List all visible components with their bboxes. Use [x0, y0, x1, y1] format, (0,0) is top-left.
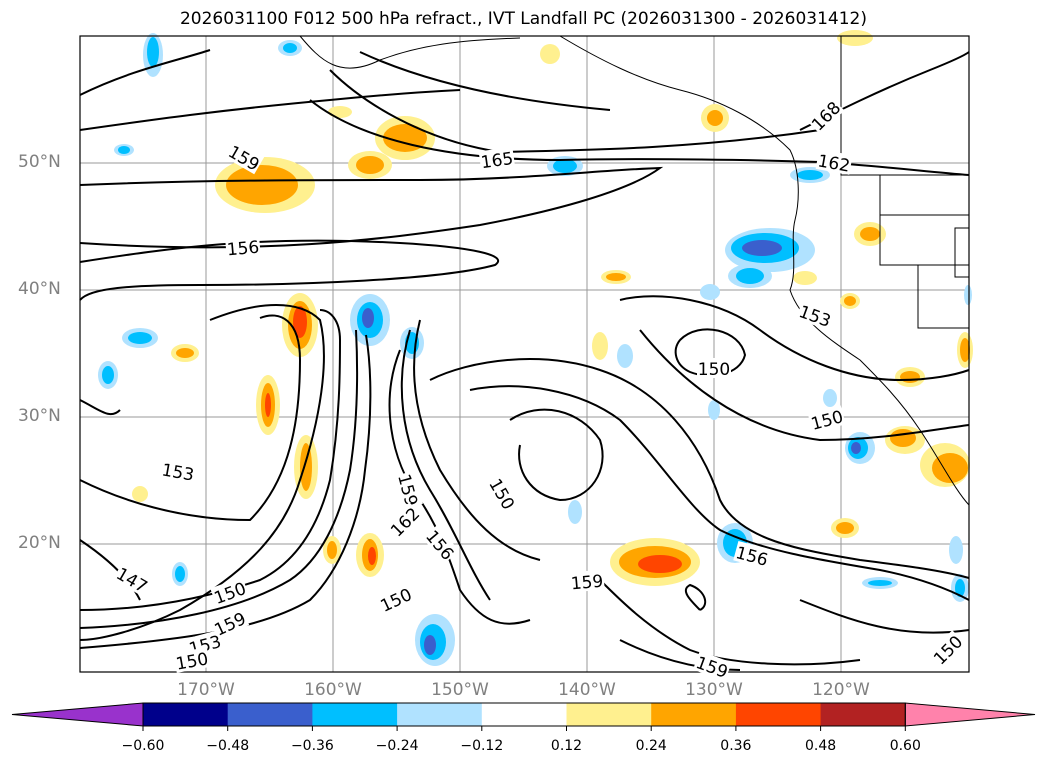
contour-label-bg — [815, 149, 853, 175]
colorbar-extend-low — [11, 702, 144, 727]
contour-label-bg — [225, 235, 261, 259]
contour-label-bg — [209, 606, 250, 640]
contour-label-bg — [385, 502, 424, 541]
colorbar-tick-label: −0.48 — [206, 738, 250, 754]
colorbar-segment — [820, 703, 906, 726]
contour-label-bg — [806, 96, 845, 135]
colorbar-segment — [566, 703, 652, 726]
map-title: 2026031100 F012 500 hPa refract., IVT La… — [179, 9, 867, 29]
lat-label-20n: 20°N — [18, 533, 61, 553]
colorbar-segment — [143, 703, 229, 726]
contour-label-bg — [692, 650, 732, 682]
lon-label-120w: 120°W — [812, 680, 870, 700]
contour-label-bg — [485, 473, 521, 514]
colorbar-segment — [651, 703, 737, 726]
lat-label-40n: 40°N — [18, 279, 61, 299]
contour-label-bg — [733, 540, 772, 570]
colorbar-tick-label: 0.60 — [889, 738, 921, 754]
lon-label-150w: 150°W — [431, 680, 489, 700]
colorbar-segment — [227, 703, 313, 726]
colorbar-tick-label: 0.36 — [720, 738, 752, 754]
colorbar-outline — [142, 702, 906, 727]
ivt-shading — [98, 30, 973, 666]
colorbar-tick-label: −0.36 — [290, 738, 334, 754]
lon-label-130w: 130°W — [685, 680, 743, 700]
colorbar-segment — [312, 703, 398, 726]
contour-label-bg — [478, 146, 516, 172]
contour-label-bg — [807, 404, 846, 434]
lon-label-160w: 160°W — [304, 680, 362, 700]
map-frame — [79, 35, 970, 673]
contour-label-bg — [210, 576, 250, 608]
lon-label-140w: 140°W — [558, 680, 616, 700]
coastlines — [299, 35, 970, 506]
contour-label: 156 — [226, 238, 260, 261]
contour-label-bg — [173, 647, 211, 673]
contour-label-bg — [795, 299, 835, 331]
colorbar-tick-label: −0.12 — [460, 738, 504, 754]
map-background — [80, 36, 969, 672]
colorbar-extend-high — [904, 702, 1036, 727]
colorbar-tick-label: 0.24 — [635, 738, 667, 754]
contour-label: 165 — [480, 149, 515, 173]
contour-label-bg — [569, 569, 605, 593]
contour-label-bg — [224, 139, 265, 175]
colorbar-tick-label: −0.60 — [121, 738, 165, 754]
colorbar-tick-label: 0.12 — [550, 738, 583, 754]
contour-label: 150 — [698, 360, 730, 380]
contour-label-bg — [928, 630, 967, 669]
contour-label-bg — [112, 561, 153, 597]
contour-label-bg — [159, 458, 197, 484]
colorbar-segment — [481, 703, 567, 726]
colorbar-segment — [397, 703, 483, 726]
colorbar-segment — [735, 703, 822, 726]
lat-label-30n: 30°N — [18, 406, 61, 426]
lat-label-50n: 50°N — [18, 152, 61, 172]
contour-label: 159 — [570, 572, 604, 595]
contour-label-bg — [422, 524, 460, 564]
refractivity-contours — [79, 49, 970, 671]
contour-label-bg — [375, 582, 416, 616]
colorbar-tick-label: 0.48 — [805, 738, 837, 754]
colorbar-tick-label: −0.24 — [375, 738, 419, 754]
lon-label-170w: 170°W — [177, 680, 235, 700]
contour-label-bg — [697, 358, 731, 378]
colorbar — [11, 702, 1036, 731]
contour-label-bg — [394, 470, 424, 509]
